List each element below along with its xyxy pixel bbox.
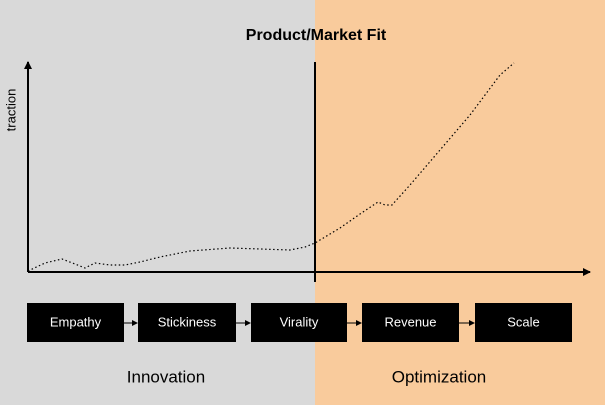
stage-label: Revenue <box>384 314 436 329</box>
optimization-background <box>315 0 605 405</box>
stage-box <box>27 303 124 342</box>
stage-box <box>251 303 347 342</box>
stages: Empathy Stickiness Virality Revenue Scal… <box>27 303 572 342</box>
stage-label: Virality <box>280 314 319 329</box>
innovation-background <box>0 0 315 405</box>
y-axis-label: traction <box>3 89 18 132</box>
stage-label: Stickiness <box>158 314 217 329</box>
title: Product/Market Fit <box>246 27 387 44</box>
phase-label: Optimization <box>392 367 486 386</box>
phase-label: Innovation <box>127 367 205 386</box>
stage-label: Scale <box>507 314 540 329</box>
stage-box <box>362 303 459 342</box>
stage-box <box>475 303 572 342</box>
stage-box <box>138 303 236 342</box>
stage-label: Empathy <box>50 314 102 329</box>
